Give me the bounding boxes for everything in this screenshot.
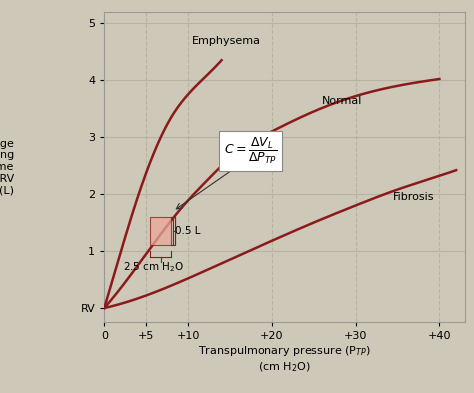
Text: 2.5 cm H$_2$O: 2.5 cm H$_2$O — [123, 260, 184, 274]
Polygon shape — [150, 217, 171, 245]
Y-axis label: Change
in lung
volume
from RV
(L): Change in lung volume from RV (L) — [0, 139, 14, 195]
Text: Normal: Normal — [322, 96, 363, 106]
Text: Emphysema: Emphysema — [192, 36, 261, 46]
Text: 0.5 L: 0.5 L — [175, 226, 201, 236]
X-axis label: Transpulmonary pressure (P$_{TP}$)
(cm H$_2$O): Transpulmonary pressure (P$_{TP}$) (cm H… — [198, 344, 371, 374]
Text: Fibrosis: Fibrosis — [393, 192, 435, 202]
Text: $C = \dfrac{\Delta V_L}{\Delta P_{TP}}$: $C = \dfrac{\Delta V_L}{\Delta P_{TP}}$ — [224, 136, 277, 166]
